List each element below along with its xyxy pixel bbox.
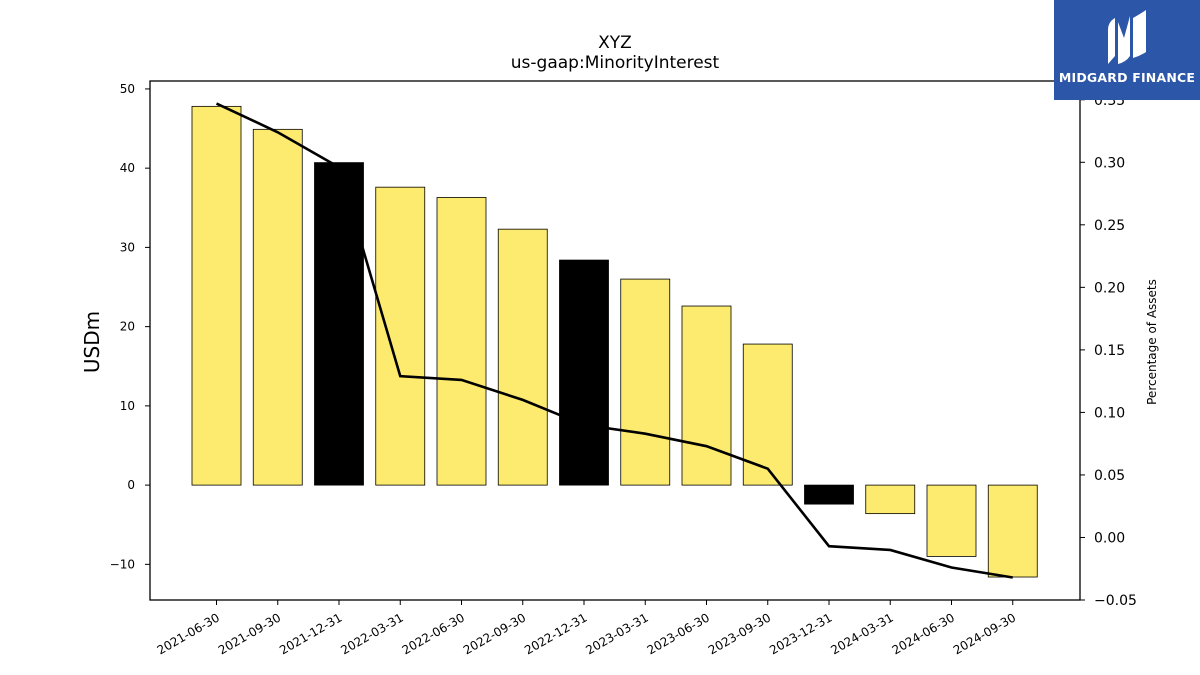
y2-tick-label: 0.00	[1094, 530, 1125, 546]
x-tick-label: 2023-03-31	[583, 610, 650, 657]
bar	[681, 305, 732, 486]
y2-tick-label: 0.25	[1094, 218, 1125, 234]
y-tick-label: 50	[120, 82, 135, 96]
y-axis-label: USDm	[80, 311, 104, 373]
x-tick-label: 2021-09-30	[216, 610, 283, 657]
bar	[191, 105, 242, 486]
x-tick-label: 2022-03-31	[338, 610, 405, 657]
x-tick-label: 2021-06-30	[155, 610, 222, 657]
y2-axis-label: Percentage of Assets	[1145, 279, 1159, 405]
bar	[252, 128, 303, 486]
y2-tick-label: −0.05	[1094, 593, 1137, 609]
bar	[804, 484, 854, 505]
x-tick-label: 2024-06-30	[890, 610, 957, 657]
chart-subtitle: us-gaap:MinorityInterest	[511, 53, 720, 73]
percentage-line	[215, 102, 1013, 579]
plot-frame	[149, 80, 1081, 601]
bar	[926, 484, 977, 557]
x-tick-label: 2022-06-30	[400, 610, 467, 657]
y2-tick-label: 0.10	[1094, 405, 1125, 421]
logo-text: MIDGARD FINANCE	[1058, 70, 1196, 85]
plot-area: −10 0 10 20 30 40 50 −0.05 0.00 0.05 0.10 0.15 0.20 0…	[110, 82, 1137, 658]
x-tick-label: 2022-12-31	[522, 610, 589, 657]
x-tick-label: 2023-12-31	[767, 610, 834, 657]
y-tick-label: −10	[110, 557, 135, 571]
midgard-logo-icon	[1108, 10, 1146, 64]
bar	[314, 162, 364, 486]
bar	[865, 484, 916, 515]
bar	[375, 186, 426, 486]
bar	[987, 484, 1038, 578]
y2-tick-label: 0.30	[1094, 155, 1125, 171]
x-tick-label: 2024-09-30	[951, 610, 1018, 657]
x-tick-label: 2023-06-30	[645, 610, 712, 657]
bar	[497, 228, 548, 486]
y-tick-label: 0	[127, 478, 135, 492]
x-tick-label: 2022-09-30	[461, 610, 528, 657]
bar	[742, 343, 793, 486]
y2-tick-label: 0.20	[1094, 280, 1125, 296]
y2-tick-label: 0.05	[1094, 468, 1125, 484]
bar	[436, 197, 487, 486]
x-tick-label: 2021-12-31	[277, 610, 344, 657]
chart-title: XYZ	[598, 33, 632, 53]
x-tick-label: 2024-03-31	[828, 610, 895, 657]
x-tick-label: 2023-09-30	[706, 610, 773, 657]
midgard-finance-logo: MIDGARD FINANCE	[1054, 0, 1200, 100]
bar	[559, 259, 609, 486]
y2-tick-label: 0.15	[1094, 343, 1125, 359]
y-tick-label: 20	[120, 320, 135, 334]
y-tick-label: 10	[120, 399, 135, 413]
y-tick-label: 40	[120, 161, 135, 175]
y-tick-label: 30	[120, 240, 135, 254]
bar	[620, 278, 671, 486]
